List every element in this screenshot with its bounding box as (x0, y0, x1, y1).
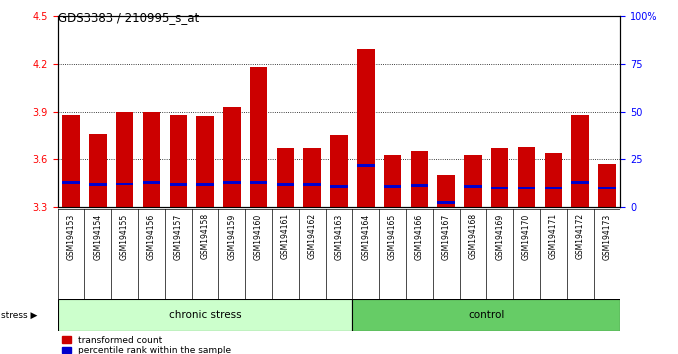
Text: GSM194153: GSM194153 (66, 213, 75, 259)
Bar (62, 181, 80, 184)
Bar (572, 181, 589, 184)
Bar (437, 201, 455, 204)
Bar (142, 112, 160, 207)
Bar (142, 181, 160, 184)
Text: GSM194166: GSM194166 (415, 213, 424, 259)
Bar (598, 187, 616, 189)
Bar (384, 154, 401, 207)
Bar (518, 187, 536, 189)
Bar (89, 183, 106, 186)
Text: GSM194167: GSM194167 (441, 213, 451, 259)
Bar (357, 164, 374, 167)
Text: GSM194162: GSM194162 (308, 213, 317, 259)
Legend: transformed count, percentile rank within the sample: transformed count, percentile rank withi… (62, 336, 231, 354)
Bar (544, 153, 562, 207)
Bar (58, 299, 353, 331)
Text: GSM194173: GSM194173 (603, 213, 612, 259)
Bar (197, 116, 214, 207)
Text: GSM194165: GSM194165 (388, 213, 397, 259)
Bar (223, 107, 241, 207)
Bar (330, 185, 348, 188)
Bar (89, 134, 106, 207)
Bar (170, 115, 187, 207)
Text: GSM194170: GSM194170 (522, 213, 531, 259)
Text: GSM194156: GSM194156 (147, 213, 156, 259)
Bar (62, 115, 80, 207)
Text: GSM194160: GSM194160 (254, 213, 263, 259)
Bar (353, 299, 620, 331)
Bar (304, 183, 321, 186)
Text: GSM194161: GSM194161 (281, 213, 290, 259)
Text: GDS3383 / 210995_s_at: GDS3383 / 210995_s_at (58, 11, 199, 24)
Text: GSM194154: GSM194154 (94, 213, 102, 259)
Bar (250, 67, 267, 207)
Bar (170, 183, 187, 186)
Bar (330, 135, 348, 207)
Bar (437, 175, 455, 207)
Bar (411, 152, 428, 207)
Bar (464, 154, 481, 207)
Text: GSM194158: GSM194158 (201, 213, 210, 259)
Bar (572, 115, 589, 207)
Text: GSM194169: GSM194169 (496, 213, 504, 259)
Bar (598, 164, 616, 207)
Bar (544, 187, 562, 189)
Bar (116, 112, 134, 207)
Text: GSM194157: GSM194157 (174, 213, 182, 259)
Text: control: control (468, 310, 504, 320)
Bar (197, 183, 214, 186)
Text: GSM194168: GSM194168 (468, 213, 477, 259)
Text: GSM194172: GSM194172 (576, 213, 584, 259)
Text: GSM194163: GSM194163 (334, 213, 344, 259)
Bar (464, 185, 481, 188)
Bar (518, 147, 536, 207)
Bar (277, 148, 294, 207)
Bar (491, 187, 508, 189)
Bar (384, 185, 401, 188)
Bar (250, 181, 267, 184)
Bar (304, 148, 321, 207)
Text: GSM194171: GSM194171 (549, 213, 558, 259)
Bar (491, 148, 508, 207)
Bar (116, 183, 134, 185)
Bar (357, 49, 374, 207)
Text: GSM194164: GSM194164 (361, 213, 370, 259)
Text: chronic stress: chronic stress (169, 310, 241, 320)
Bar (277, 183, 294, 186)
Text: stress ▶: stress ▶ (1, 310, 38, 320)
Text: GSM194155: GSM194155 (120, 213, 129, 259)
Bar (223, 181, 241, 184)
Bar (411, 184, 428, 187)
Text: GSM194159: GSM194159 (227, 213, 237, 259)
